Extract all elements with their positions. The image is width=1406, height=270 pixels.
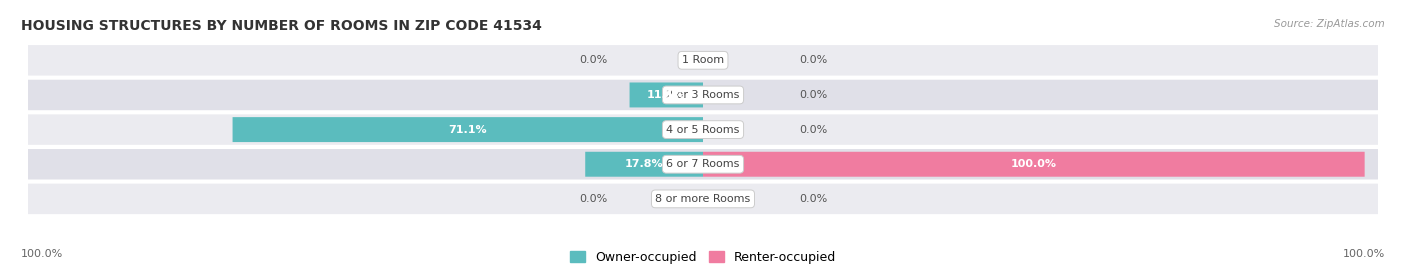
Text: 4 or 5 Rooms: 4 or 5 Rooms — [666, 124, 740, 135]
Text: 17.8%: 17.8% — [624, 159, 664, 169]
Text: 0.0%: 0.0% — [579, 194, 607, 204]
Text: 1 Room: 1 Room — [682, 55, 724, 65]
FancyBboxPatch shape — [28, 80, 1378, 110]
Text: Source: ZipAtlas.com: Source: ZipAtlas.com — [1274, 19, 1385, 29]
FancyBboxPatch shape — [28, 184, 1378, 214]
Text: 0.0%: 0.0% — [799, 55, 827, 65]
Text: 11.1%: 11.1% — [647, 90, 686, 100]
Text: 0.0%: 0.0% — [799, 124, 827, 135]
Text: 0.0%: 0.0% — [799, 90, 827, 100]
FancyBboxPatch shape — [28, 114, 1378, 145]
Text: 71.1%: 71.1% — [449, 124, 486, 135]
Text: 0.0%: 0.0% — [799, 194, 827, 204]
Text: 100.0%: 100.0% — [1343, 249, 1385, 259]
Text: 100.0%: 100.0% — [1011, 159, 1057, 169]
Text: 0.0%: 0.0% — [579, 55, 607, 65]
Text: 100.0%: 100.0% — [21, 249, 63, 259]
Text: HOUSING STRUCTURES BY NUMBER OF ROOMS IN ZIP CODE 41534: HOUSING STRUCTURES BY NUMBER OF ROOMS IN… — [21, 19, 541, 33]
Legend: Owner-occupied, Renter-occupied: Owner-occupied, Renter-occupied — [569, 251, 837, 264]
FancyBboxPatch shape — [28, 45, 1378, 76]
Text: 2 or 3 Rooms: 2 or 3 Rooms — [666, 90, 740, 100]
FancyBboxPatch shape — [630, 83, 703, 107]
Text: 8 or more Rooms: 8 or more Rooms — [655, 194, 751, 204]
Text: 6 or 7 Rooms: 6 or 7 Rooms — [666, 159, 740, 169]
FancyBboxPatch shape — [232, 117, 703, 142]
FancyBboxPatch shape — [585, 152, 703, 177]
FancyBboxPatch shape — [703, 152, 1365, 177]
FancyBboxPatch shape — [28, 149, 1378, 180]
